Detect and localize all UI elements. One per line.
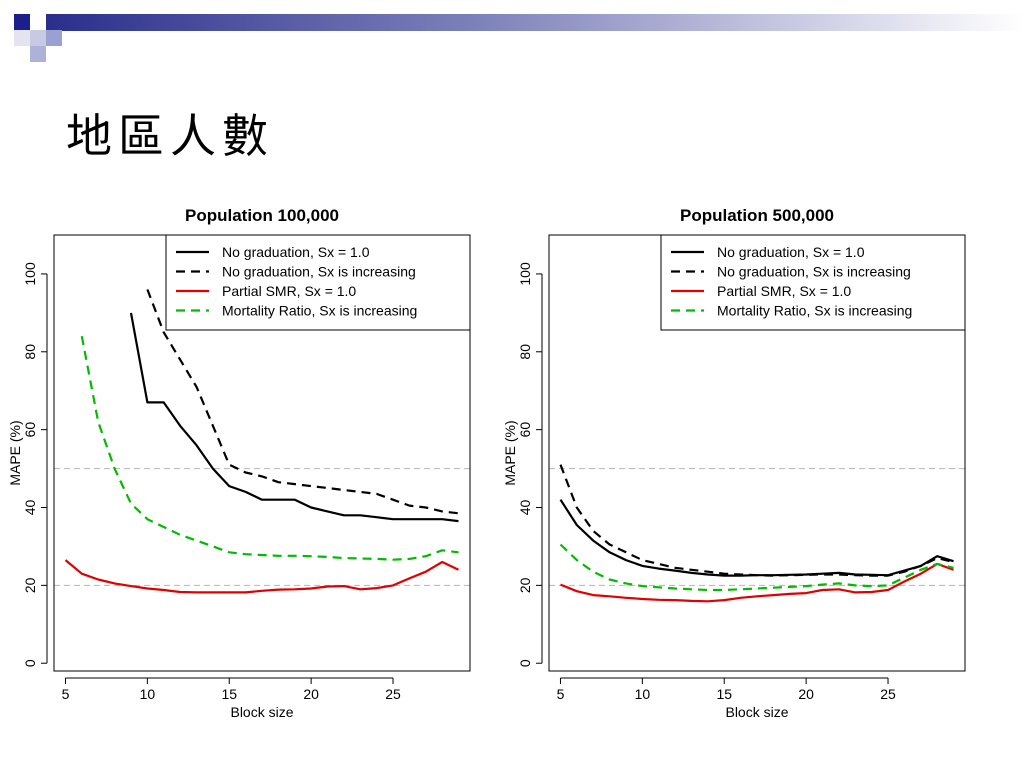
header-decoration	[14, 14, 1024, 62]
x-tick-label: 15	[716, 686, 732, 702]
x-axis-label: Block size	[230, 704, 293, 720]
y-tick-label: 20	[517, 577, 533, 593]
y-tick-label: 40	[517, 500, 533, 516]
x-tick-label: 10	[140, 686, 156, 702]
series-line-2	[560, 562, 954, 603]
header-square-mid	[46, 30, 62, 46]
header-gradient-bar	[46, 14, 1024, 31]
series-line-1	[146, 289, 459, 515]
series-line-0	[559, 499, 954, 577]
y-tick-label: 40	[22, 500, 38, 516]
legend-label-0: No graduation, Sx = 1.0	[717, 244, 865, 260]
header-square-light	[30, 30, 46, 46]
y-tick-label: 0	[22, 659, 38, 667]
y-tick-label: 60	[22, 422, 38, 438]
legend-label-2: Partial SMR, Sx = 1.0	[222, 283, 356, 299]
y-axis-label: MAPE (%)	[505, 420, 518, 485]
series-line-2	[64, 559, 459, 594]
legend-label-1: No graduation, Sx is increasing	[222, 264, 416, 280]
y-tick-label: 20	[22, 577, 38, 593]
y-axis-label: MAPE (%)	[10, 420, 23, 485]
y-tick-label: 80	[517, 344, 533, 360]
slide-title: 地區人數	[66, 109, 274, 163]
series-line-3	[80, 335, 459, 561]
legend-box	[165, 234, 471, 331]
x-tick-label: 25	[880, 686, 896, 702]
x-tick-label: 10	[635, 686, 651, 702]
x-tick-label: 15	[221, 686, 237, 702]
y-tick-label: 100	[517, 262, 533, 286]
x-tick-label: 20	[303, 686, 319, 702]
x-axis-label: Block size	[725, 704, 788, 720]
series-line-3	[559, 543, 954, 592]
chart-population-100000: Population 100,000 5 10 15 20 25 Block size 0 20…	[10, 206, 471, 720]
chart-title: Population 500,000	[680, 206, 834, 225]
y-tick-label: 60	[517, 422, 533, 438]
y-tick-label: 80	[22, 344, 38, 360]
legend-label-0: No graduation, Sx = 1.0	[222, 244, 370, 260]
header-square-faint	[14, 30, 30, 46]
x-tick-label: 5	[62, 686, 70, 702]
chart-population-500000: Population 500,000 5 10 15 20 25 Block size 0 20…	[505, 206, 966, 720]
legend-label-1: No graduation, Sx is increasing	[717, 264, 911, 280]
header-square-dark	[14, 14, 30, 30]
legend-box	[660, 234, 966, 331]
series-line-0	[129, 312, 459, 523]
x-tick-label: 5	[557, 686, 565, 702]
x-tick-label: 25	[385, 686, 401, 702]
legend-label-3: Mortality Ratio, Sx is increasing	[222, 303, 417, 319]
chart-title: Population 100,000	[185, 206, 339, 225]
y-tick-label: 100	[22, 262, 38, 286]
x-tick-label: 20	[798, 686, 814, 702]
header-square-pale	[30, 46, 46, 62]
y-tick-label: 0	[517, 659, 533, 667]
series-line-1	[559, 464, 954, 577]
legend-label-2: Partial SMR, Sx = 1.0	[717, 283, 851, 299]
legend-label-3: Mortality Ratio, Sx is increasing	[717, 303, 912, 319]
